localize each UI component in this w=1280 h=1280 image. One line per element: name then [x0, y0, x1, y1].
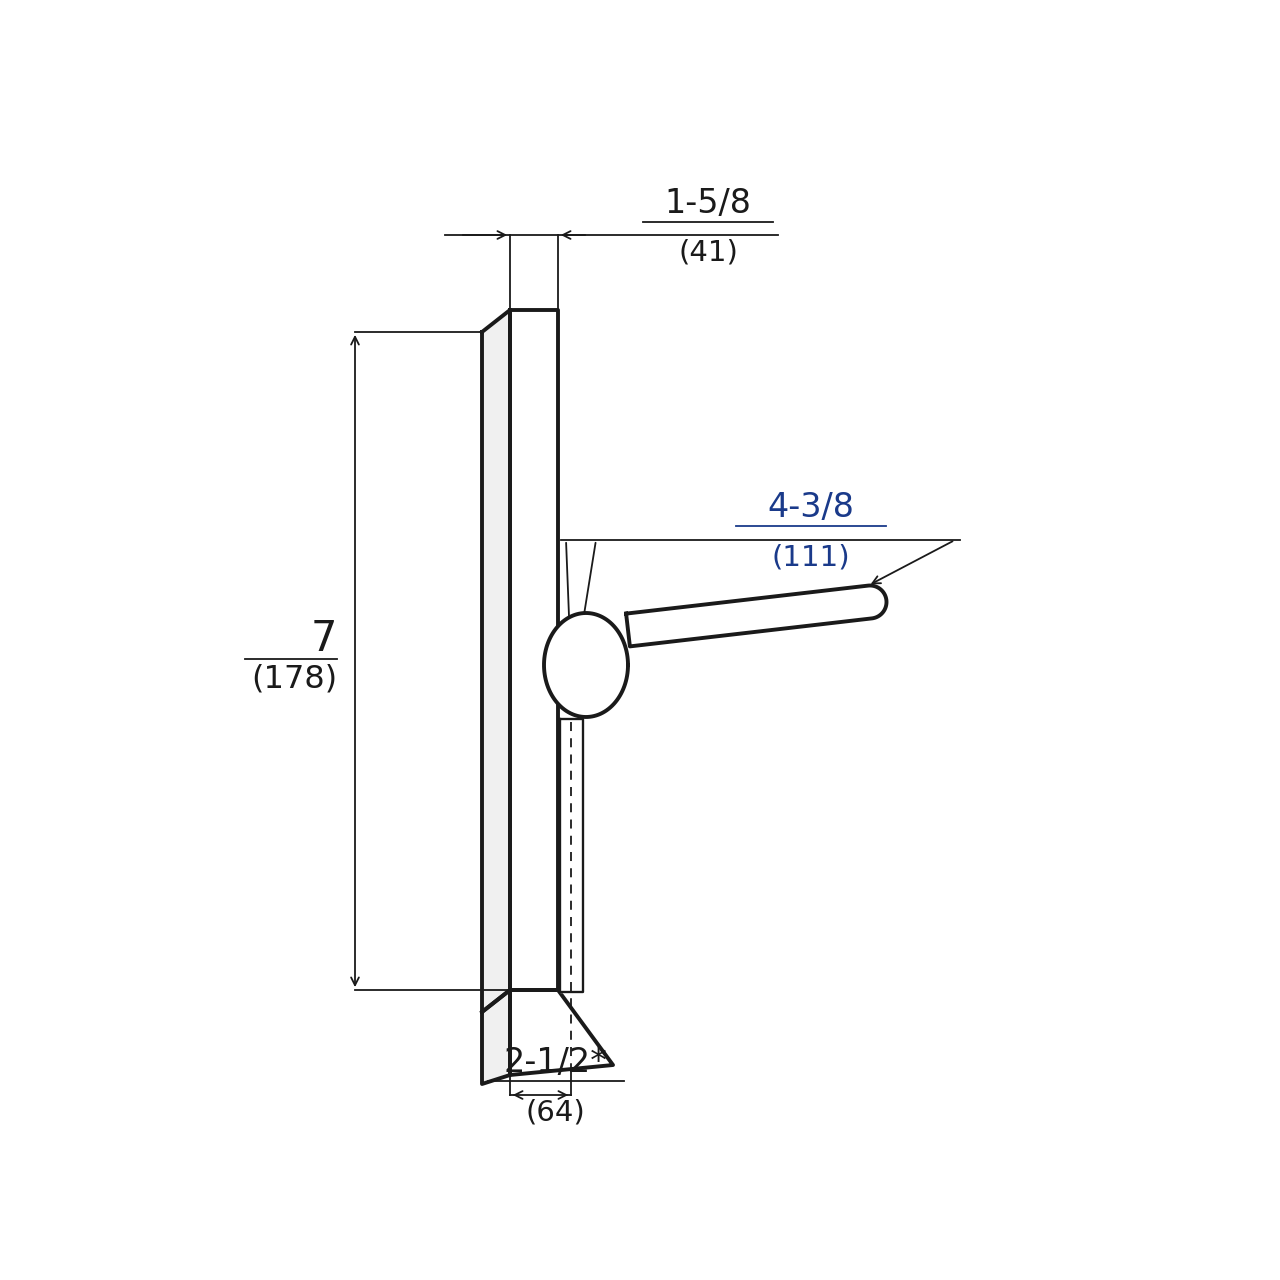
Text: 7: 7	[311, 618, 337, 660]
Text: 2-1/2*: 2-1/2*	[503, 1046, 608, 1079]
Text: (111): (111)	[771, 543, 850, 571]
Polygon shape	[483, 310, 509, 1012]
Text: 4-3/8: 4-3/8	[767, 492, 854, 524]
Polygon shape	[509, 989, 613, 1075]
Polygon shape	[561, 719, 582, 992]
Text: (178): (178)	[251, 663, 337, 695]
Text: 1-5/8: 1-5/8	[664, 187, 751, 220]
Polygon shape	[509, 310, 558, 989]
Text: (41): (41)	[678, 238, 739, 266]
Text: (64): (64)	[526, 1098, 585, 1126]
Polygon shape	[544, 613, 628, 717]
Polygon shape	[483, 989, 509, 1084]
Polygon shape	[626, 585, 887, 646]
